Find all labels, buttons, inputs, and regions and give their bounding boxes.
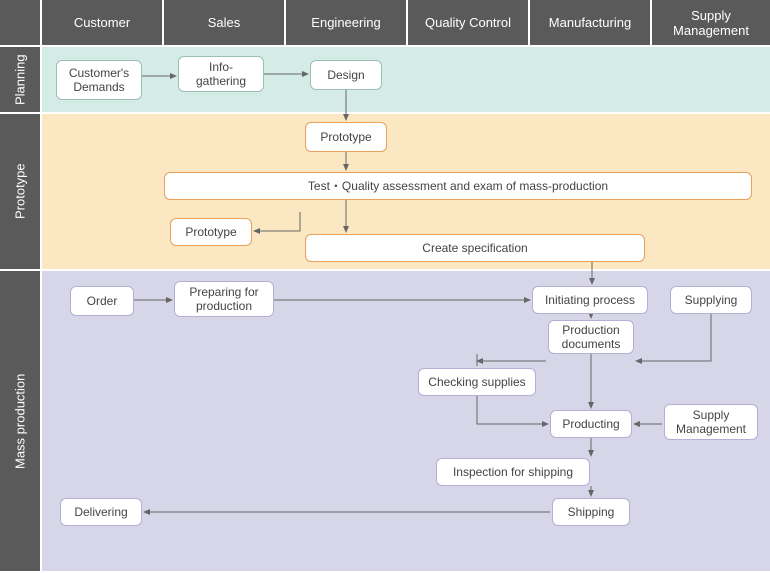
node-inspection: Inspection for shipping [436, 458, 590, 486]
node-supplymgmt: Supply Management [664, 404, 758, 440]
node-proto2: Prototype [170, 218, 252, 246]
row-header-prototype: Prototype [0, 114, 40, 269]
node-shipping: Shipping [552, 498, 630, 526]
swimlane-diagram: CustomerSalesEngineeringQuality ControlM… [0, 0, 770, 573]
node-producting: Producting [550, 410, 632, 438]
node-preparing: Preparing for production [174, 281, 274, 317]
col-header-qc: Quality Control [408, 0, 528, 45]
node-order: Order [70, 286, 134, 316]
node-initiating: Initiating process [532, 286, 648, 314]
row-header-massprod: Mass production [0, 271, 40, 571]
node-proto1: Prototype [305, 122, 387, 152]
node-infogather: Info- gathering [178, 56, 264, 92]
col-header-customer: Customer [42, 0, 162, 45]
phase-bg-massprod [42, 271, 770, 571]
node-delivering: Delivering [60, 498, 142, 526]
col-header-mfg: Manufacturing [530, 0, 650, 45]
col-header-engineering: Engineering [286, 0, 406, 45]
node-createspec: Create specification [305, 234, 645, 262]
col-header-supply: Supply Management [652, 0, 770, 45]
node-proddocs: Production documents [548, 320, 634, 354]
node-design: Design [310, 60, 382, 90]
node-checking: Checking supplies [418, 368, 536, 396]
row-header-planning: Planning [0, 47, 40, 112]
node-supplying: Supplying [670, 286, 752, 314]
col-header-sales: Sales [164, 0, 284, 45]
node-demands: Customer's Demands [56, 60, 142, 100]
phase-bg-planning [42, 47, 770, 112]
corner-cell [0, 0, 40, 45]
node-test: Test・Quality assessment and exam of mass… [164, 172, 752, 200]
